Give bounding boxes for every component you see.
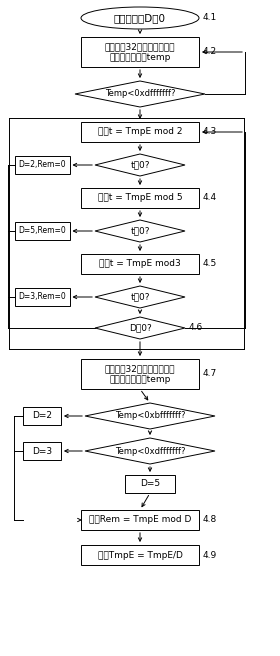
Text: Temp<0xbfffffff?: Temp<0xbfffffff? <box>115 411 185 420</box>
Text: 计算t = TmpE mod3: 计算t = TmpE mod3 <box>99 260 181 268</box>
Text: 4.6: 4.6 <box>189 323 203 333</box>
FancyBboxPatch shape <box>15 156 69 174</box>
Polygon shape <box>95 286 185 308</box>
Text: D=5,Rem=0: D=5,Rem=0 <box>18 226 66 236</box>
FancyBboxPatch shape <box>81 254 199 274</box>
Text: Temp<0xdfffffff?: Temp<0xdfffffff? <box>105 89 175 98</box>
Text: 4.8: 4.8 <box>203 516 217 525</box>
FancyBboxPatch shape <box>81 359 199 389</box>
Polygon shape <box>85 438 215 464</box>
Text: D－0?: D－0? <box>129 323 151 333</box>
Text: 计算t = TmpE mod 5: 计算t = TmpE mod 5 <box>98 194 182 203</box>
Text: t－0?: t－0? <box>130 161 150 169</box>
FancyBboxPatch shape <box>15 288 69 306</box>
FancyBboxPatch shape <box>23 407 61 425</box>
Text: 4.3: 4.3 <box>203 127 217 136</box>
Text: 4.7: 4.7 <box>203 369 217 379</box>
FancyBboxPatch shape <box>23 442 61 460</box>
Polygon shape <box>95 317 185 339</box>
Text: D=5: D=5 <box>140 480 160 489</box>
FancyBboxPatch shape <box>81 510 199 530</box>
Text: D=2,Rem=0: D=2,Rem=0 <box>18 161 66 169</box>
FancyBboxPatch shape <box>15 222 69 240</box>
Polygon shape <box>95 220 185 242</box>
Polygon shape <box>85 403 215 429</box>
Text: 4.5: 4.5 <box>203 260 217 268</box>
Text: 产生一义32位的真随机数并
赋値给中间变量temp: 产生一义32位的真随机数并 赋値给中间变量temp <box>105 364 175 384</box>
Text: t－0?: t－0? <box>130 293 150 302</box>
FancyBboxPatch shape <box>81 545 199 565</box>
Text: 4.9: 4.9 <box>203 550 217 560</box>
FancyBboxPatch shape <box>125 475 175 493</box>
FancyBboxPatch shape <box>81 122 199 142</box>
Text: 4.1: 4.1 <box>203 14 217 22</box>
FancyBboxPatch shape <box>81 37 199 67</box>
Text: Temp<0xdfffffff?: Temp<0xdfffffff? <box>115 447 185 455</box>
Text: 4.2: 4.2 <box>203 47 217 56</box>
Text: D=3: D=3 <box>32 447 52 455</box>
Polygon shape <box>75 81 205 107</box>
Text: t－0?: t－0? <box>130 226 150 236</box>
Text: 计算t = TmpE mod 2: 计算t = TmpE mod 2 <box>98 127 182 136</box>
Text: 4.4: 4.4 <box>203 194 217 203</box>
FancyBboxPatch shape <box>81 188 199 208</box>
Polygon shape <box>95 154 185 176</box>
Text: D=2: D=2 <box>32 411 52 420</box>
Text: 设中间变量D－0: 设中间变量D－0 <box>114 13 166 23</box>
Text: 计算Rem = TmpE mod D: 计算Rem = TmpE mod D <box>89 516 191 525</box>
Text: 计算TmpE = TmpE/D: 计算TmpE = TmpE/D <box>97 550 183 560</box>
Ellipse shape <box>81 7 199 29</box>
Text: D=3,Rem=0: D=3,Rem=0 <box>18 293 66 302</box>
Text: 产生一义32位的真随机数并
赋値给中间变量temp: 产生一义32位的真随机数并 赋値给中间变量temp <box>105 42 175 62</box>
